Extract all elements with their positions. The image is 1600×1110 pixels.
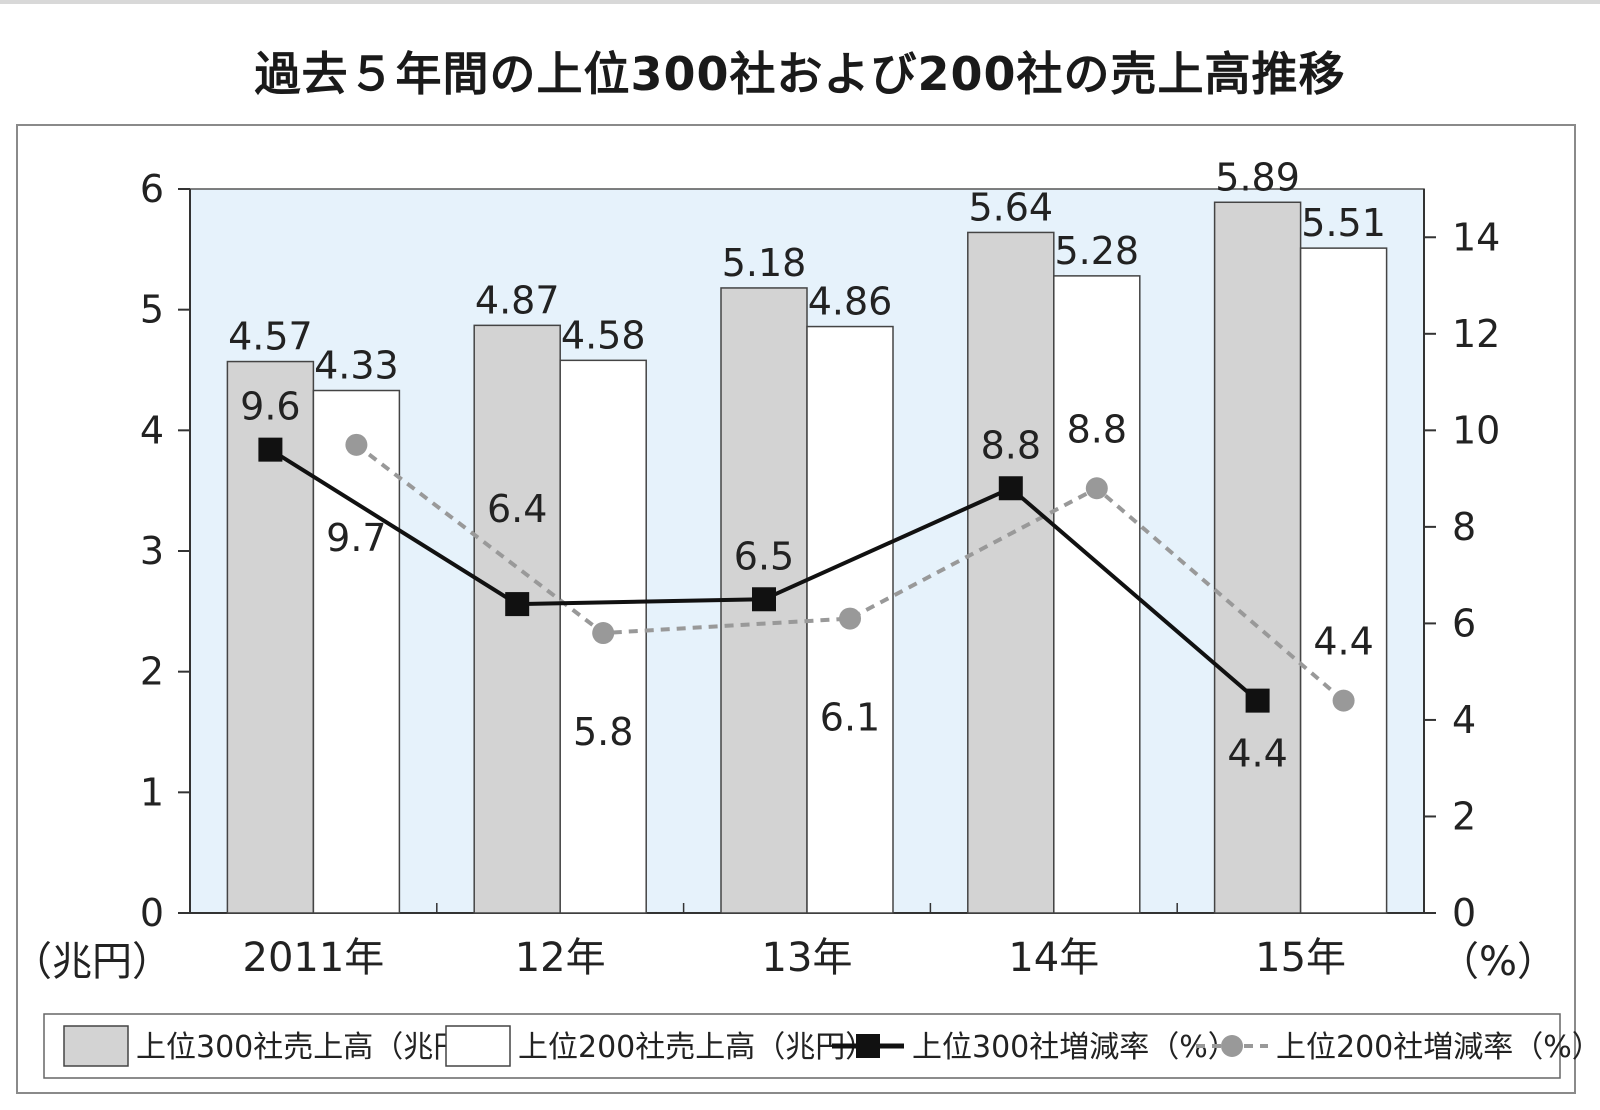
right-axis-tick-label: 12 bbox=[1452, 312, 1500, 356]
legend-marker-top300-line bbox=[856, 1034, 880, 1058]
bar-top300-label: 5.64 bbox=[968, 185, 1053, 229]
line-top300-label: 6.4 bbox=[487, 487, 547, 531]
line-top200-point bbox=[345, 433, 368, 456]
right-axis-tick-label: 6 bbox=[1452, 601, 1476, 645]
legend-label-top200-bar: 上位200社売上高（兆円） bbox=[518, 1030, 875, 1065]
line-top200-point bbox=[839, 607, 861, 630]
legend-label-top300-bar: 上位300社売上高（兆円） bbox=[136, 1030, 493, 1065]
left-axis-tick-label: 3 bbox=[140, 529, 164, 573]
legend-box bbox=[43, 1013, 1561, 1079]
bar-top200 bbox=[1053, 275, 1141, 914]
bar-top200-label: 4.33 bbox=[314, 344, 399, 388]
x-axis-tick-label: 12年 bbox=[515, 935, 606, 981]
right-axis-tick-label: 4 bbox=[1452, 698, 1476, 742]
line-top300-label: 4.4 bbox=[1227, 732, 1287, 776]
bar-top300 bbox=[1213, 201, 1302, 914]
line-top300-label: 9.6 bbox=[240, 385, 300, 429]
line-top300-label: 6.5 bbox=[734, 534, 794, 578]
line-top200-point bbox=[1085, 477, 1108, 500]
left-axis-tick-label: 0 bbox=[140, 891, 164, 935]
bar-top300-label: 4.57 bbox=[228, 315, 313, 359]
bar-top300-label: 5.18 bbox=[722, 241, 807, 285]
right-axis-tick-label: 2 bbox=[1452, 794, 1476, 838]
line-top200 bbox=[355, 443, 1345, 703]
line-top300-point bbox=[752, 587, 776, 612]
line-top200-label: 4.4 bbox=[1313, 620, 1373, 664]
legend-label-top300-line: 上位300社増減率（%） bbox=[912, 1030, 1238, 1065]
right-axis-tick-label: 0 bbox=[1452, 891, 1476, 935]
chart-frame bbox=[16, 124, 1576, 1094]
bar-top200-label: 5.51 bbox=[1301, 201, 1386, 245]
x-axis-tick-label: 2011年 bbox=[243, 935, 385, 981]
bar-top200 bbox=[1299, 247, 1388, 914]
right-axis-tick-label: 10 bbox=[1452, 408, 1500, 452]
legend-swatch-top200-bar bbox=[445, 1025, 511, 1067]
line-top300-point bbox=[505, 592, 530, 617]
bar-top200 bbox=[312, 389, 401, 914]
legend-marker-top200-line bbox=[1221, 1035, 1243, 1057]
bar-top300 bbox=[967, 231, 1055, 914]
legend-label-top200-line: 上位200社増減率（%） bbox=[1276, 1030, 1600, 1065]
right-axis-unit: （%） bbox=[1439, 939, 1557, 985]
line-top200-label: 9.7 bbox=[326, 516, 386, 560]
right-axis-tick-label: 14 bbox=[1452, 215, 1500, 259]
line-top200-point bbox=[1332, 689, 1355, 712]
left-axis-unit: （兆円） bbox=[12, 939, 172, 985]
bar-top200-label: 4.86 bbox=[808, 280, 893, 324]
bar-top200-label: 5.28 bbox=[1054, 229, 1139, 273]
line-top300-point bbox=[998, 476, 1023, 501]
bar-top200-label: 4.58 bbox=[561, 313, 646, 357]
top-rule bbox=[0, 0, 1600, 4]
left-axis-tick-label: 6 bbox=[140, 167, 164, 211]
x-axis-tick-label: 14年 bbox=[1008, 935, 1099, 981]
x-axis-tick-label: 13年 bbox=[762, 935, 853, 981]
line-top200-label: 5.8 bbox=[573, 710, 633, 754]
left-axis-tick-label: 1 bbox=[140, 770, 164, 814]
x-axis-tick-label: 15年 bbox=[1255, 935, 1346, 981]
left-axis-tick-label: 2 bbox=[140, 650, 164, 694]
line-top200-label: 8.8 bbox=[1067, 407, 1127, 451]
left-axis-tick-label: 4 bbox=[140, 408, 164, 452]
bar-top300-label: 4.87 bbox=[475, 278, 560, 322]
bar-top300-label: 5.89 bbox=[1215, 155, 1300, 199]
line-top200-point bbox=[592, 622, 615, 645]
bar-top300 bbox=[473, 324, 561, 914]
right-axis-tick-label: 8 bbox=[1452, 505, 1476, 549]
line-top200-label: 6.1 bbox=[820, 696, 880, 740]
left-axis-tick-label: 5 bbox=[140, 288, 164, 332]
chart-title: 過去５年間の上位300社および200社の売上高推移 bbox=[254, 47, 1346, 101]
legend-swatch-top300-bar bbox=[63, 1025, 129, 1067]
line-top300-point bbox=[1245, 688, 1270, 713]
line-top300-label: 8.8 bbox=[981, 423, 1041, 467]
line-top300-point bbox=[258, 437, 283, 462]
